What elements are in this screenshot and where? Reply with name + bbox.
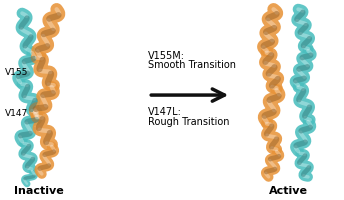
Text: V155: V155: [6, 68, 29, 77]
Text: V155M:: V155M:: [148, 51, 185, 61]
Text: Rough Transition: Rough Transition: [148, 117, 230, 127]
Text: V147L:: V147L:: [148, 107, 182, 117]
Text: V147: V147: [6, 109, 29, 118]
Text: Inactive: Inactive: [14, 186, 64, 196]
Text: Smooth Transition: Smooth Transition: [148, 60, 236, 70]
Text: Active: Active: [269, 186, 308, 196]
